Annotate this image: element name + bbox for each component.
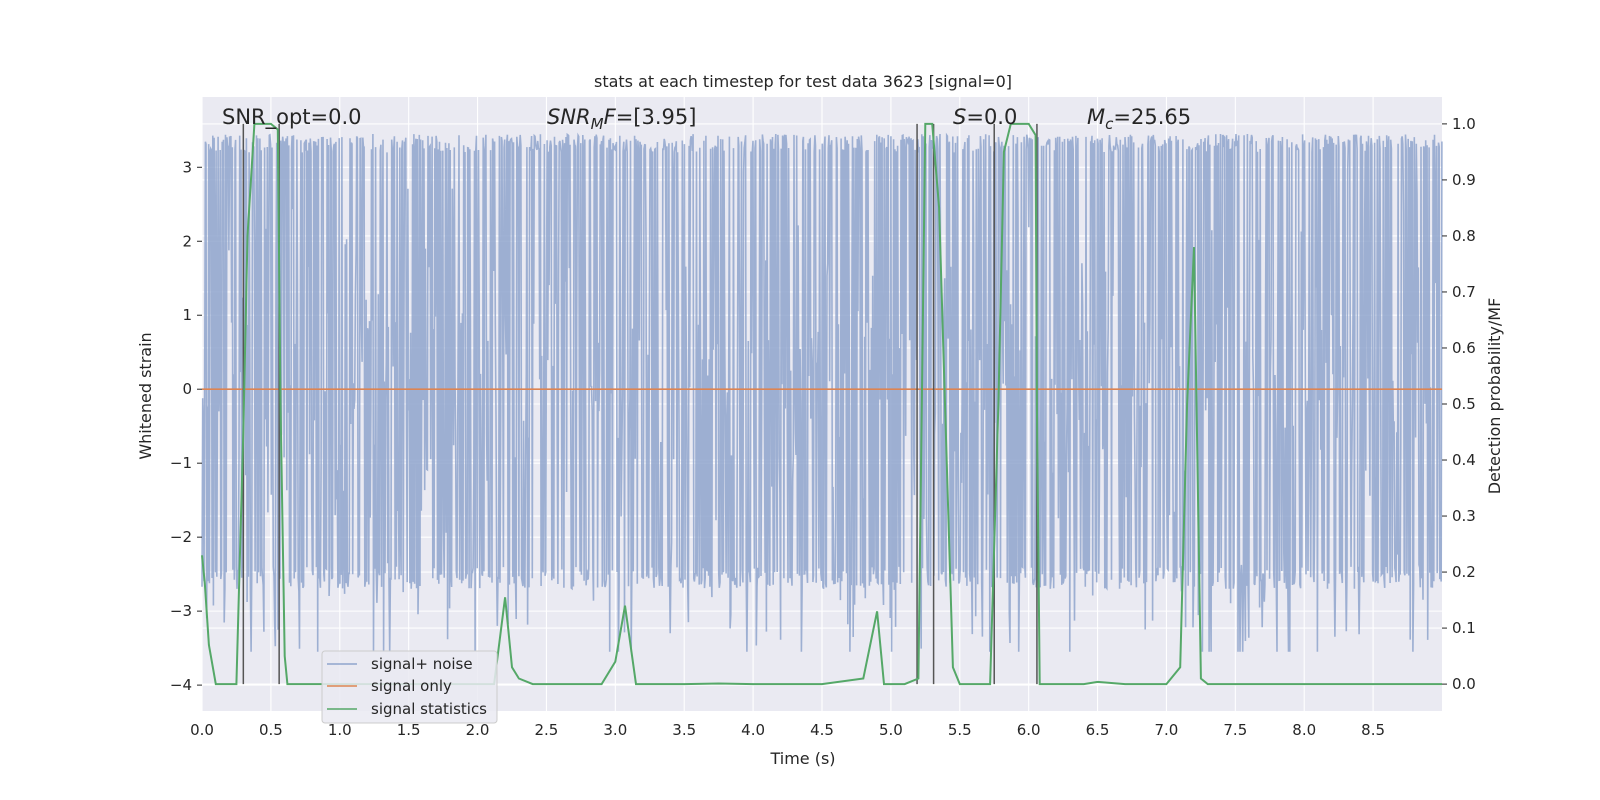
x-tick-label: 0.5 (259, 721, 283, 739)
y-axis-title: Whitened strain (136, 332, 155, 459)
y2-tick-label: 0.6 (1452, 339, 1476, 357)
x-tick-label: 6.0 (1017, 721, 1041, 739)
y-tick-label: 1 (182, 306, 192, 324)
y-axis-ticks: 3 2 1 0 −1 −2 −3 −4 (170, 158, 202, 694)
x-tick-label: 6.5 (1086, 721, 1110, 739)
y2-tick-label: 1.0 (1452, 115, 1476, 133)
chart-title: stats at each timestep for test data 362… (594, 72, 1012, 91)
x-tick-label: 4.0 (741, 721, 765, 739)
y2-tick-label: 0.9 (1452, 171, 1476, 189)
legend-label-signal-only: signal only (371, 677, 452, 695)
legend-frame (321, 650, 498, 724)
noise-series (201, 132, 1443, 652)
y-tick-label: −2 (170, 528, 192, 546)
y-tick-label: 0 (182, 380, 192, 398)
statistics-series (201, 122, 1442, 686)
x-tick-label: 5.5 (948, 721, 972, 739)
y-tick-label: 2 (182, 232, 192, 250)
y-tick-label: −4 (170, 676, 192, 694)
x-tick-label: 3.5 (672, 721, 696, 739)
x-axis-ticks: 0.0 0.5 1.0 1.5 2.0 2.5 3.0 3.5 4.0 4.5 5.0 5.5 6.0 6… (190, 721, 1385, 739)
y-tick-label: −3 (170, 602, 192, 620)
y2-tick-label: 0.5 (1452, 395, 1476, 413)
x-tick-label: 0.0 (190, 721, 214, 739)
legend-label-statistics: signal statistics (371, 700, 487, 718)
x-tick-label: 8.5 (1361, 721, 1385, 739)
x-tick-label: 7.0 (1155, 721, 1179, 739)
legend-label-noise: signal+ noise (371, 655, 473, 673)
y2-axis-title: Detection probability/MF (1485, 298, 1504, 495)
y2-tick-label: 0.1 (1452, 619, 1476, 637)
y2-tick-label: 0.4 (1452, 451, 1476, 469)
x-tick-label: 1.0 (328, 721, 352, 739)
annotations: SNR_opt=0.0 SNRMF=[3.95] S=0.0 Mc=25.65 (222, 105, 1191, 133)
y2-tick-label: 0.3 (1452, 507, 1476, 525)
y2-tick-label: 0.2 (1452, 563, 1476, 581)
y2-tick-label: 0.8 (1452, 227, 1476, 245)
x-tick-label: 5.0 (879, 721, 903, 739)
legend: signal+ noise signal only signal statist… (321, 650, 498, 724)
signal-noise-line (201, 132, 1443, 652)
x-tick-label: 2.5 (535, 721, 559, 739)
y2-axis-ticks: 1.0 0.9 0.8 0.7 0.6 0.5 0.4 0.3 0.2 0.1 0.0 (1442, 115, 1476, 693)
annotation-s: S=0.0 (953, 105, 1017, 129)
x-tick-label: 3.0 (603, 721, 627, 739)
y2-tick-label: 0.7 (1452, 283, 1476, 301)
x-tick-label: 8.0 (1292, 721, 1316, 739)
x-tick-label: 4.5 (810, 721, 834, 739)
statistics-line (201, 122, 1442, 686)
annotation-snr-opt: SNR_opt=0.0 (222, 105, 362, 130)
x-axis-title: Time (s) (769, 749, 835, 768)
x-tick-label: 7.5 (1223, 721, 1247, 739)
x-tick-label: 2.0 (466, 721, 490, 739)
y2-tick-label: 0.0 (1452, 675, 1476, 693)
y-tick-label: 3 (182, 158, 192, 176)
annotation-snr-mf: SNRMF=[3.95] (547, 105, 696, 133)
annotation-mc: Mc=25.65 (1087, 105, 1191, 133)
y-tick-label: −1 (170, 454, 192, 472)
x-tick-label: 1.5 (397, 721, 421, 739)
